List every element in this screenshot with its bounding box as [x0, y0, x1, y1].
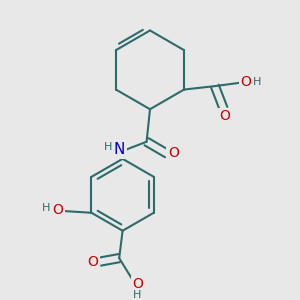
Text: H: H	[104, 142, 112, 152]
Text: O: O	[220, 109, 231, 123]
Text: N: N	[114, 142, 125, 158]
Text: O: O	[52, 203, 63, 217]
Text: O: O	[241, 75, 251, 89]
Text: O: O	[87, 255, 98, 269]
Text: H: H	[133, 290, 142, 300]
Text: H: H	[42, 203, 50, 213]
Text: O: O	[168, 146, 179, 160]
Text: H: H	[253, 77, 261, 87]
Text: O: O	[132, 278, 143, 292]
